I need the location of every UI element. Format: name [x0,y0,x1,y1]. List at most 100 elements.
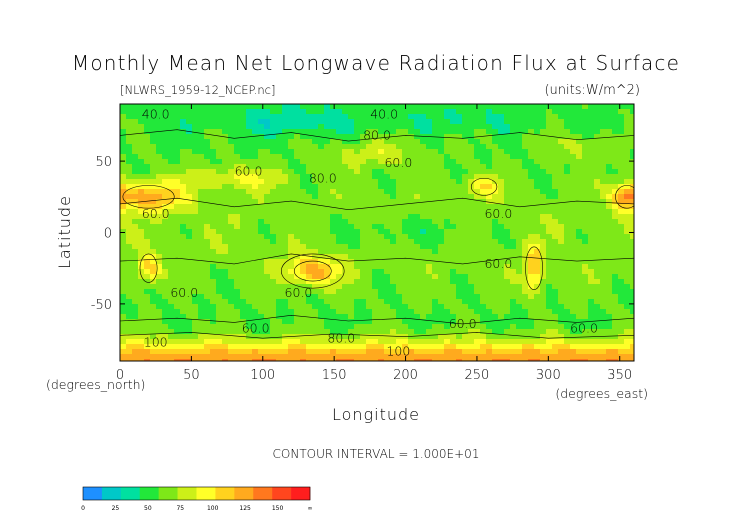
field-cell [582,139,589,145]
field-cell [342,204,349,210]
field-cell [180,244,187,250]
field-cell [258,309,265,315]
field-cell [264,219,271,225]
field-cell [198,144,205,150]
field-cell [354,309,361,315]
field-cell [558,354,565,360]
field-cell [576,174,583,180]
field-cell [294,139,301,145]
field-cell [468,224,475,230]
field-cell [486,294,493,300]
field-cell [570,229,577,235]
field-cell [216,304,223,310]
field-cell [600,269,607,275]
field-cell [570,349,577,355]
field-cell [534,349,541,355]
field-cell [228,329,235,335]
field-cell [312,224,319,230]
field-cell [600,154,607,160]
field-cell [168,124,175,130]
field-cell [522,114,529,120]
field-cell [126,179,133,185]
field-cell [492,119,499,125]
field-cell [600,349,607,355]
field-cell [612,339,619,345]
field-cell [468,259,475,265]
field-cell [522,149,529,155]
field-cell [396,349,403,355]
field-cell [606,339,613,345]
field-cell [534,174,541,180]
field-cell [138,194,145,200]
field-cell [486,229,493,235]
field-cell [312,304,319,310]
field-cell [438,279,445,285]
field-cell [564,119,571,125]
field-cell [444,164,451,170]
field-cell [246,154,253,160]
field-cell [540,274,547,280]
field-cell [390,254,397,260]
field-cell [588,329,595,335]
contour-line [120,129,634,142]
x-tick-label: 50 [183,368,200,383]
field-cell [132,114,139,120]
field-cell [528,224,535,230]
field-cell [450,249,457,255]
field-cell [498,319,505,325]
field-cell [132,264,139,270]
field-cell [474,299,481,305]
field-cell [558,184,565,190]
field-cell [498,314,505,320]
field-cell [312,319,319,325]
field-cell [594,229,601,235]
field-cell [420,234,427,240]
field-cell [570,289,577,295]
field-cell [588,109,595,115]
field-cell [372,184,379,190]
field-cell [450,204,457,210]
field-cell [342,224,349,230]
field-cell [576,294,583,300]
field-cell [474,309,481,315]
field-cell [492,309,499,315]
field-cell [528,149,535,155]
field-cell [414,194,421,200]
field-cell [516,119,523,125]
field-cell [186,299,193,305]
field-cell [270,259,277,265]
colorbar-frame [82,486,311,501]
field-cell [312,164,319,170]
field-cell [162,244,169,250]
field-cell [336,169,343,175]
field-cell [600,189,607,195]
field-cell [396,224,403,230]
field-cell [582,359,589,361]
field-cell [552,229,559,235]
field-cell [264,109,271,115]
field-cell [456,344,463,350]
field-cell [582,269,589,275]
field-cell [468,109,475,115]
field-cell [312,149,319,155]
field-cell [492,274,499,280]
field-cell [150,344,157,350]
field-cell [624,299,631,305]
field-cell [588,139,595,145]
field-cell [306,219,313,225]
colorbar-swatch [196,487,216,500]
field-cell [168,174,175,180]
field-cell [582,174,589,180]
field-cell [384,254,391,260]
field-cell [624,349,631,355]
field-cell [372,104,379,110]
field-cell [336,144,343,150]
field-cell [192,344,199,350]
field-cell [444,229,451,235]
field-cell [402,244,409,250]
field-cell [366,244,373,250]
field-cell [492,239,499,245]
x-tick-label: 250 [465,368,490,383]
field-cell [186,144,193,150]
field-cell [462,154,469,160]
